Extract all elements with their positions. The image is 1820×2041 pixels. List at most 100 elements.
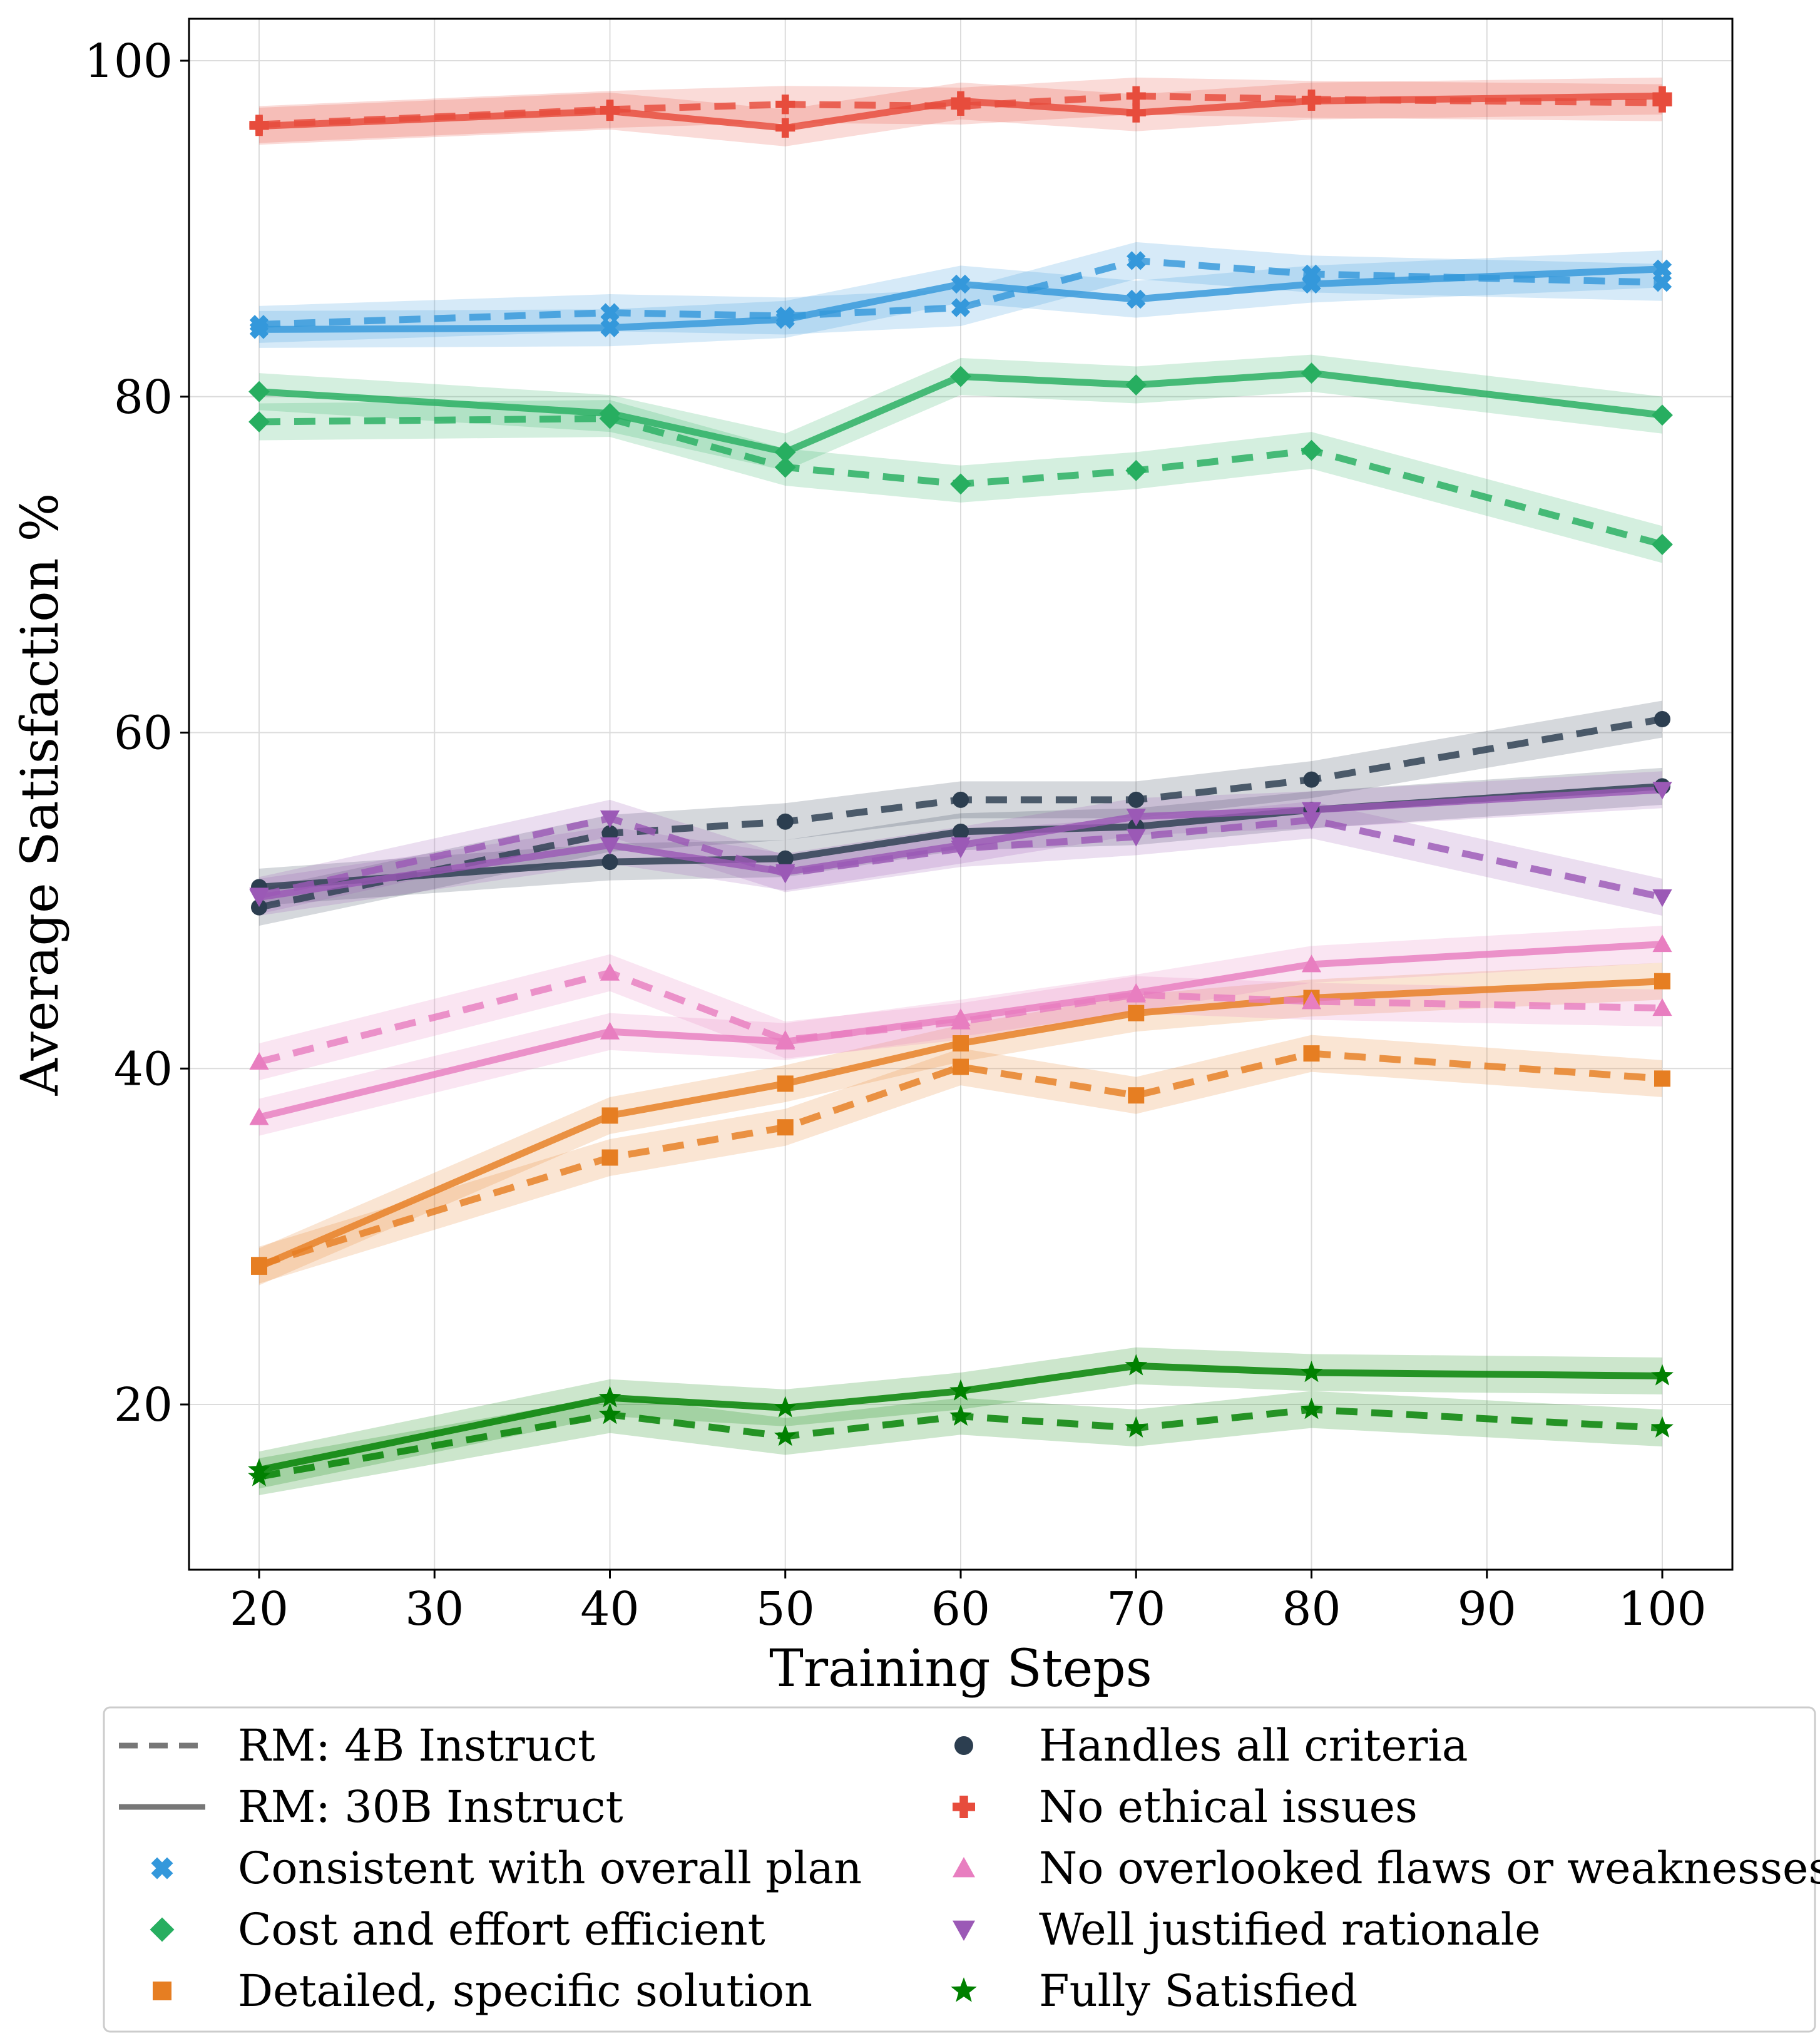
point-7-30b xyxy=(248,1458,270,1480)
point-1-30b xyxy=(599,402,621,424)
y-tick-label: 80 xyxy=(114,371,173,424)
point-6-30b xyxy=(951,837,971,855)
point-7-30b xyxy=(1300,1361,1323,1383)
point-4-30b xyxy=(1301,91,1322,111)
x-tick-label: 50 xyxy=(756,1582,815,1636)
point-4-30b xyxy=(600,101,620,121)
point-2-4b xyxy=(1303,1045,1320,1062)
legend-label: Cost and effort efficient xyxy=(238,1904,765,1955)
point-6-4b xyxy=(1126,829,1146,847)
point-4-30b xyxy=(775,118,795,138)
point-0-4b xyxy=(1127,251,1146,270)
point-1-30b xyxy=(248,381,270,402)
point-1-30b xyxy=(1301,362,1322,384)
point-3-4b xyxy=(1654,711,1670,728)
legend-label: RM: 4B Instruct xyxy=(238,1720,595,1771)
y-tick-label: 60 xyxy=(114,707,173,760)
point-0-30b xyxy=(1302,274,1321,294)
point-6-30b xyxy=(600,837,620,855)
point-2-4b xyxy=(1654,1070,1670,1087)
point-0-30b xyxy=(1652,259,1672,279)
legend-marker xyxy=(953,1920,975,1941)
band-5-30b xyxy=(259,926,1662,1136)
point-5-30b xyxy=(1126,983,1146,1001)
band-7-30b xyxy=(259,1347,1662,1489)
legend-marker xyxy=(953,1857,975,1878)
y-axis-title: Average Satisfaction % xyxy=(11,493,70,1097)
point-6-4b xyxy=(600,810,620,828)
point-4-30b xyxy=(951,91,971,111)
legend-label: Detailed, specific solution xyxy=(238,1965,812,2017)
point-7-4b xyxy=(1125,1416,1148,1438)
x-tick-label: 40 xyxy=(580,1582,639,1636)
point-3-30b xyxy=(953,823,969,840)
legend-marker xyxy=(951,1977,977,2002)
legend-label: No ethical issues xyxy=(1039,1781,1418,1833)
legend-label: Handles all criteria xyxy=(1039,1720,1468,1771)
legend-label: RM: 30B Instruct xyxy=(238,1781,623,1833)
point-5-4b xyxy=(1301,991,1322,1010)
legend: RM: 4B Instruct RM: 30B Instruct Consisten… xyxy=(103,1706,1820,2033)
legend-label: No overlooked flaws or weaknesses xyxy=(1039,1843,1820,1894)
point-7-30b xyxy=(1125,1354,1148,1376)
y-axis-ticks: 20 40 60 80 100 xyxy=(84,34,189,1432)
point-7-30b xyxy=(949,1379,972,1401)
point-3-4b xyxy=(777,813,794,830)
point-7-30b xyxy=(774,1396,797,1418)
point-0-30b xyxy=(775,310,795,329)
band-3-4b xyxy=(259,700,1662,926)
point-1-4b xyxy=(950,473,971,495)
point-4-30b xyxy=(1126,103,1146,123)
point-6-30b xyxy=(249,889,269,908)
point-3-4b xyxy=(251,899,267,916)
x-tick-label: 60 xyxy=(931,1582,990,1636)
point-0-4b xyxy=(951,298,971,317)
point-4-4b xyxy=(1126,86,1146,106)
point-5-30b xyxy=(600,1021,620,1040)
x-tick-label: 80 xyxy=(1282,1582,1341,1636)
point-2-4b xyxy=(777,1119,794,1136)
legend-marker xyxy=(150,1917,175,1942)
y-tick-label: 100 xyxy=(84,34,173,88)
x-tick-label: 70 xyxy=(1107,1582,1165,1636)
legend-marker xyxy=(151,1857,173,1880)
point-5-30b xyxy=(775,1031,795,1050)
point-0-4b xyxy=(600,303,620,322)
point-7-4b xyxy=(949,1404,972,1426)
point-2-4b xyxy=(601,1149,618,1166)
point-5-4b xyxy=(600,963,620,981)
point-2-30b xyxy=(777,1075,794,1092)
point-2-4b xyxy=(1128,1087,1145,1104)
point-0-30b xyxy=(249,320,269,339)
point-3-4b xyxy=(1128,791,1145,808)
legend-marker xyxy=(953,1796,975,1818)
point-5-30b xyxy=(1301,954,1322,973)
point-6-30b xyxy=(1301,802,1322,820)
point-1-4b xyxy=(1301,439,1322,461)
point-3-4b xyxy=(1303,771,1320,788)
x-tick-label: 20 xyxy=(230,1582,289,1636)
point-6-4b xyxy=(1301,812,1322,830)
point-1-4b xyxy=(774,456,796,478)
point-3-30b xyxy=(601,854,618,871)
point-1-30b xyxy=(950,366,971,387)
point-5-30b xyxy=(249,1107,269,1125)
legend-marker xyxy=(153,1982,171,2000)
y-tick-label: 40 xyxy=(114,1042,173,1096)
x-axis-ticks: 20 30 40 50 60 70 80 90 100 xyxy=(230,1570,1707,1636)
point-2-30b xyxy=(251,1258,267,1275)
point-2-30b xyxy=(953,1035,969,1051)
point-1-30b xyxy=(1125,374,1147,396)
point-6-4b xyxy=(1652,889,1672,908)
point-7-4b xyxy=(774,1425,797,1446)
point-7-4b xyxy=(248,1465,270,1486)
point-3-4b xyxy=(953,791,969,808)
point-7-4b xyxy=(598,1403,621,1425)
legend-label: Consistent with overall plan xyxy=(238,1843,862,1894)
point-7-30b xyxy=(1651,1364,1674,1386)
point-0-30b xyxy=(1127,289,1146,309)
legend-label: Well justified rationale xyxy=(1039,1904,1541,1955)
point-7-4b xyxy=(1651,1416,1674,1438)
point-0-30b xyxy=(600,318,620,337)
point-7-30b xyxy=(598,1386,621,1408)
